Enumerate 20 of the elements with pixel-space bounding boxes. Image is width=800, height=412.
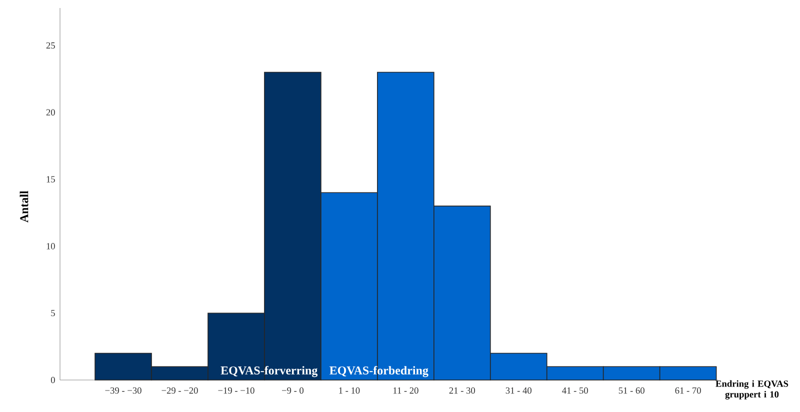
x-axis-title: Endring i EQVAS gruppert i 10: [716, 380, 788, 400]
x-tick-label: 1 - 10: [339, 387, 360, 394]
y-tick-label: 0: [50, 376, 55, 384]
y-tick-label: 20: [46, 109, 55, 116]
x-tick-label: 21 - 30: [449, 387, 476, 394]
x-tick-label: 11 - 20: [393, 387, 418, 394]
y-axis-title: Antall: [20, 190, 28, 223]
x-tick-label: 61 - 70: [675, 387, 701, 394]
annotation: EQVAS-forverring: [220, 366, 318, 378]
y-tick-label: 25: [46, 42, 55, 49]
y-tick-label: 15: [46, 176, 55, 182]
x-tick-label: −9 - 0: [282, 387, 304, 394]
x-tick-label: 31 - 40: [506, 387, 532, 394]
y-tick-label: 5: [51, 310, 55, 316]
x-tick-label: 51 - 60: [618, 387, 644, 394]
x-tick-label: −39 - −30: [105, 387, 142, 394]
x-tick-label: 41 - 50: [562, 387, 588, 394]
x-tick-label: −29 - −20: [162, 387, 198, 394]
y-tick-label: 10: [46, 243, 55, 250]
x-tick-label: −19 - −10: [218, 387, 254, 394]
